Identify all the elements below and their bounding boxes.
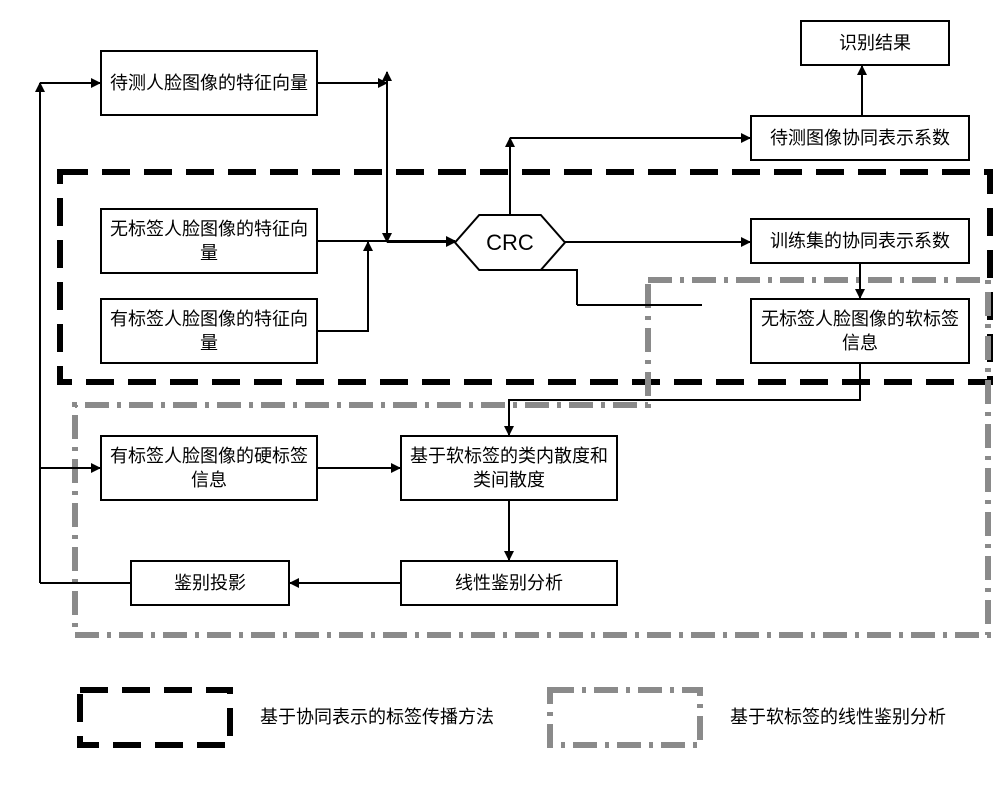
node-n_proj: 鉴别投影 — [130, 560, 290, 606]
node-n_labeled_feat-label: 有标签人脸图像的特征向量 — [110, 307, 308, 356]
node-n_result-label: 识别结果 — [839, 31, 911, 55]
legend-swatch-dashed — [80, 690, 230, 745]
edge-labeled-up-to-crc — [318, 242, 368, 331]
edge-soft-down-left — [509, 364, 860, 435]
edge-crc-down-out — [540, 270, 577, 305]
node-n_hard_label: 有标签人脸图像的硬标签信息 — [100, 435, 318, 501]
node-n_lda-label: 线性鉴别分析 — [455, 571, 563, 595]
node-n_scatter: 基于软标签的类内散度和类间散度 — [400, 435, 618, 501]
node-n_test_coef-label: 待测图像协同表示系数 — [770, 126, 950, 150]
node-n_test_feat: 待测人脸图像的特征向量 — [100, 50, 318, 116]
legend-swatch-dashdot — [550, 690, 700, 745]
node-n_test_feat-label: 待测人脸图像的特征向量 — [110, 71, 308, 95]
node-n_scatter-label: 基于软标签的类内散度和类间散度 — [410, 444, 608, 493]
node-n_soft_label: 无标签人脸图像的软标签信息 — [750, 298, 970, 364]
legend-label-dashed: 基于协同表示的标签传播方法 — [260, 703, 494, 729]
node-n_crc-label: CRC — [486, 230, 534, 255]
node-n_proj-label: 鉴别投影 — [174, 571, 246, 595]
node-n_unlabeled_feat-label: 无标签人脸图像的特征向量 — [110, 217, 308, 266]
legend-label-dashdot: 基于软标签的线性鉴别分析 — [730, 703, 946, 729]
node-n_soft_label-label: 无标签人脸图像的软标签信息 — [760, 307, 960, 356]
node-n_unlabeled_feat: 无标签人脸图像的特征向量 — [100, 208, 318, 274]
node-n_hard_label-label: 有标签人脸图像的硬标签信息 — [110, 444, 308, 493]
node-n_crc — [455, 215, 565, 270]
node-n_lda: 线性鉴别分析 — [400, 560, 618, 606]
node-n_result: 识别结果 — [800, 20, 950, 66]
node-n_labeled_feat: 有标签人脸图像的特征向量 — [100, 298, 318, 364]
node-n_train_coef-label: 训练集的协同表示系数 — [770, 229, 950, 253]
diagram-stage: CRC 待测人脸图像的特征向量 识别结果待测图像协同表示系数无标签人脸图像的特征向… — [0, 0, 1000, 788]
node-n_train_coef: 训练集的协同表示系数 — [750, 218, 970, 264]
node-n_test_coef: 待测图像协同表示系数 — [750, 115, 970, 161]
